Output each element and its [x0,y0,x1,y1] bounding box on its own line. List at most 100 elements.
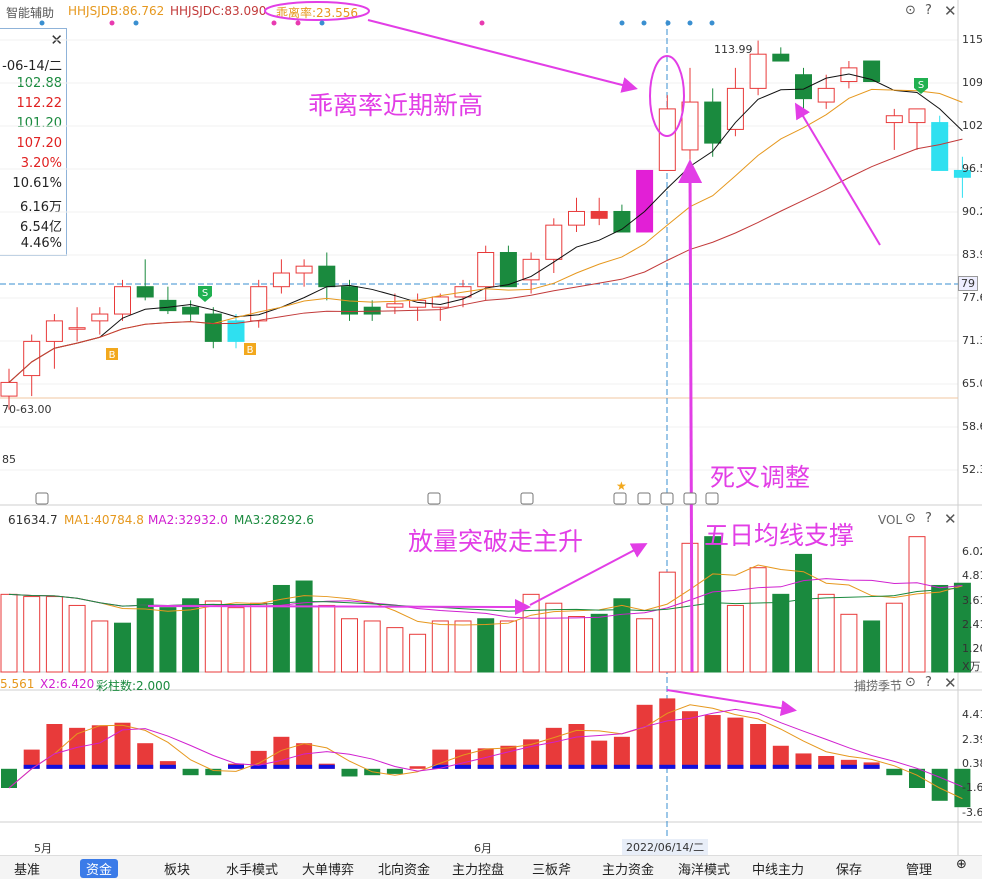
candle-body [953,169,971,178]
candle-body [295,265,313,274]
vol-help-icon[interactable]: ? [925,511,932,526]
y-tick: 83.9 [962,248,982,261]
close-icon[interactable]: ✕ [944,2,957,20]
ind-bar [591,740,608,769]
annotation-volume-breakout: 放量突破走主升 [408,527,584,556]
vol-bar [749,567,767,673]
scroll-up-icon[interactable]: ⊕ [956,857,967,872]
candle-body [182,306,200,315]
ind-bar [69,727,86,769]
candle [885,108,903,150]
candle [159,286,177,315]
ind-bar [1,768,17,788]
candle [204,307,222,349]
ind-bar [523,739,540,769]
vol-bar [590,613,608,673]
ind-bar [500,745,517,769]
ind-bar-base [273,764,290,769]
candle [45,314,63,369]
ind-help-icon[interactable]: ? [925,675,932,690]
tab-beixiang[interactable]: 北向资金 [378,863,431,878]
candle-body [590,210,608,219]
event-icon [637,492,651,505]
vol-settings-icon[interactable]: ⊙ [905,511,916,526]
candle-body [68,327,86,330]
sell-marker-letter: S [918,80,924,91]
annotation-ma5-support: 五日均线支撑 [704,521,855,550]
tab-baocun[interactable]: 保存 [836,863,863,878]
tab-haiyang[interactable]: 海洋模式 [678,863,731,878]
vol-bar [704,536,722,673]
tab-zhulikongpan[interactable]: 主力控盘 [452,863,505,878]
vol-ma1-line [8,564,963,626]
ind-settings-icon[interactable]: ⊙ [905,675,916,690]
buy-marker-box [244,343,256,355]
ind-bar-base [477,764,494,769]
tab-shuishou[interactable]: 水手模式 [226,863,279,878]
vol-bar [159,607,177,673]
ind-bar-base [318,764,335,769]
info-value: 6.16万 [20,200,62,215]
ind-bar-base [568,764,585,769]
ind-close-icon[interactable]: ✕ [944,674,957,692]
help-icon[interactable]: ? [925,3,932,18]
hhjsjdb-value: HHJSJDB:86.762 [68,4,165,18]
tab-jizhun[interactable]: 基准 [14,863,41,878]
vol-tick: 1.20 [962,642,982,655]
arrow-ma5-support [678,159,703,673]
kline-chart[interactable]: B B S S ★ [0,0,982,855]
vol-bar [409,633,427,673]
ind-bar-base [795,764,812,769]
tab-zhongxian[interactable]: 中线主力 [752,863,805,878]
tab-guanli[interactable]: 管理 [906,863,933,878]
star-icon: ★ [616,479,627,493]
ind-tick: -1.6 [962,781,982,794]
arrow-indicator [666,689,797,717]
sell-marker: S [198,286,212,302]
candle-body [613,210,631,233]
vol-close-icon[interactable]: ✕ [944,510,957,528]
ind-bar-base [500,764,517,769]
vol-bar [454,620,472,673]
candle [522,252,540,294]
candle [91,307,109,335]
candle-body [318,265,336,288]
candle [272,259,290,294]
vol-bar [863,620,881,673]
vol-bar [636,618,654,673]
candle-body [817,87,835,103]
ind-bar [727,717,744,769]
tab-sanbanfu[interactable]: 三板斧 [532,863,572,878]
event-icon [35,492,49,505]
candle [908,108,926,150]
vol-bar [840,613,858,673]
settings-icon[interactable]: ⊙ [905,3,916,18]
tab-zhulizijin[interactable]: 主力资金 [602,863,655,878]
vol-title: VOL [878,513,903,527]
tab-dadan[interactable]: 大单博弈 [302,863,355,878]
ind-bar [659,698,676,769]
candle-body [908,108,926,124]
tab-bankuai[interactable]: 板块 [164,863,191,878]
candle-body [545,224,563,260]
candle [953,156,971,198]
indicator-name: 智能辅助 [6,6,55,20]
ind-bar-base [682,764,698,769]
guililv-ellipse [264,1,370,21]
sell-marker: S [914,78,928,94]
ind-bar [46,724,63,769]
ind-tick: 2.39 [962,733,982,746]
candle-body [863,60,881,83]
signal-dot [319,20,325,26]
vol-bar [250,602,268,673]
ind-bar [682,711,698,769]
ind-bar-base [455,764,471,769]
candle [318,252,336,301]
ind-bar [296,743,313,769]
tab-zijin[interactable]: 资金 [80,859,119,878]
vol-bar [386,627,404,673]
buy-marker: B [244,343,256,356]
ma5-line [8,73,963,383]
vol-bar [545,602,563,673]
candle [726,67,744,137]
